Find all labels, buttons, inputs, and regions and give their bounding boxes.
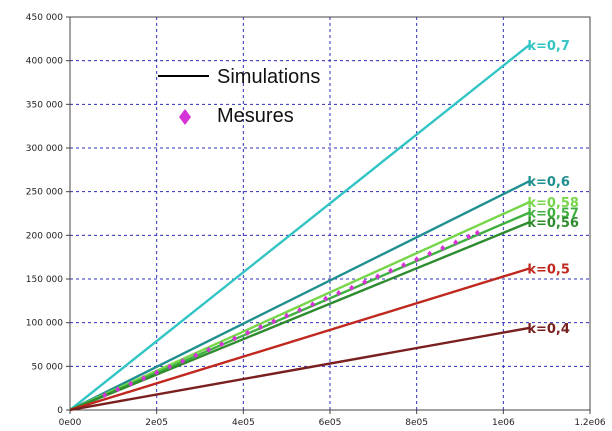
series-label: k=0,58 <box>527 196 579 211</box>
y-tick-label: 350 000 <box>26 100 63 110</box>
tick-labels: 0e00 2e05 4e05 6e05 8e05 1e06 1.2e06 0 50 000 100… <box>26 13 606 428</box>
measurement-point <box>427 250 433 257</box>
grid <box>70 17 590 410</box>
series-label: k=0,4 <box>527 322 570 337</box>
measurement-point <box>323 295 329 302</box>
series-label: k=0,56 <box>527 216 579 231</box>
series-line <box>69 201 530 412</box>
measurement-point <box>219 341 225 348</box>
measurement-point <box>154 369 160 376</box>
legend-simulations-label: Simulations <box>217 66 320 88</box>
measurement-point <box>474 229 480 236</box>
y-tick-label: 50 000 <box>32 362 64 372</box>
x-tick-label: 1e06 <box>492 418 515 428</box>
measurement-point <box>401 262 407 269</box>
measurement-point <box>310 301 316 308</box>
plot-frame <box>69 16 591 411</box>
measurement-point <box>453 239 459 246</box>
x-tick-label: 1.2e06 <box>574 418 606 428</box>
y-tick-label: 250 000 <box>26 188 63 198</box>
y-tick-label: 300 000 <box>26 144 63 154</box>
measurement-point <box>440 244 446 251</box>
measurement-point <box>336 289 342 296</box>
x-tick-label: 8e05 <box>405 418 428 428</box>
measurement-point <box>245 329 251 336</box>
x-tick-label: 0e00 <box>59 418 82 428</box>
measurement-point <box>232 335 238 342</box>
y-tick-label: 0 <box>57 406 63 416</box>
measurement-point <box>258 324 264 331</box>
measurement-point <box>141 375 147 382</box>
measurement-point <box>115 386 121 393</box>
measurement-point <box>128 380 134 387</box>
series-line <box>69 221 530 412</box>
measurement-point <box>284 312 290 319</box>
x-tick-label: 4e05 <box>232 418 255 428</box>
series-line <box>69 267 530 412</box>
measurement-points <box>102 229 480 399</box>
series-labels: k=0,7 k=0,6 k=0,58k=0,57k=0,56 k=0,5 k=0,4 <box>527 39 579 337</box>
legend-mesures-marker <box>179 109 191 125</box>
legend-mesures-label: Mesures <box>217 105 294 127</box>
measurement-point <box>193 352 199 359</box>
measurement-point <box>297 307 303 314</box>
y-tick-label: 150 000 <box>26 275 63 285</box>
series-line <box>69 180 530 412</box>
series-line <box>69 44 531 411</box>
y-tick-label: 200 000 <box>26 231 63 241</box>
measurement-point <box>180 358 186 365</box>
measurement-point <box>466 233 472 240</box>
y-tick-label: 400 000 <box>26 57 63 67</box>
x-tick-label: 2e05 <box>145 418 168 428</box>
measurement-point <box>102 392 108 399</box>
measurement-point <box>167 363 173 370</box>
series-line <box>69 326 530 412</box>
measurement-point <box>349 284 355 291</box>
series-label: k=0,7 <box>527 39 570 54</box>
measurement-point <box>271 318 277 325</box>
axes <box>66 16 591 414</box>
series-label: k=0,57 <box>527 207 579 222</box>
series-label: k=0,5 <box>527 263 570 278</box>
x-tick-label: 6e05 <box>319 418 342 428</box>
y-tick-label: 100 000 <box>26 319 63 329</box>
measurement-point <box>388 267 394 274</box>
measurement-point <box>375 273 381 280</box>
legend: Simulations Mesures <box>158 66 320 127</box>
measurement-point <box>206 346 212 353</box>
series-label: k=0,6 <box>527 175 570 190</box>
y-tick-label: 450 000 <box>26 13 63 23</box>
measurement-point <box>414 256 420 263</box>
series-lines <box>69 44 531 412</box>
measurement-point <box>362 279 368 286</box>
